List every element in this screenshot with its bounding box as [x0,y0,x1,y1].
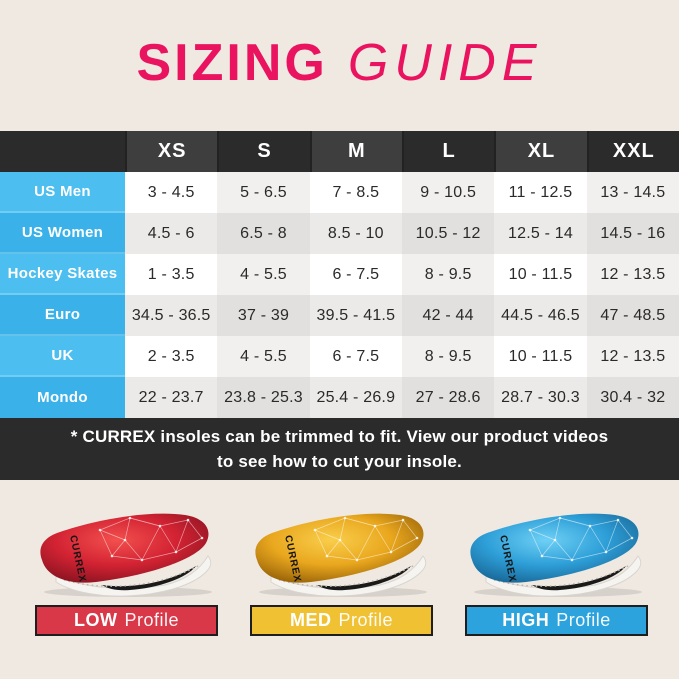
row-label: Hockey Skates [0,254,125,295]
size-cell: 8.5 - 10 [309,213,402,254]
size-cell: 10 - 11.5 [494,254,587,295]
size-cell: 8 - 9.5 [402,336,495,377]
insole-top [470,513,639,583]
insole-top [255,513,424,583]
size-column-header: XXL [586,131,679,172]
size-cell: 37 - 39 [217,295,310,336]
insole-sole-accent [102,566,196,591]
size-cell: 28.7 - 30.3 [494,377,587,418]
profile-level-label: LOW [73,610,118,630]
size-cell: 22 - 23.7 [125,377,218,418]
size-cell: 47 - 48.5 [586,295,679,336]
table-corner-cell [0,131,125,172]
insole-low-image: CURREX [30,500,220,600]
size-column-header: L [402,131,495,172]
size-column-header: XL [494,131,587,172]
row-label: UK [0,336,125,377]
size-cell: 23.8 - 25.3 [217,377,310,418]
insole-sole-accent [317,566,411,591]
insole-sole-accent [532,566,626,591]
insole-mesh-nodes [98,516,204,562]
insole-high-image: CURREX [460,500,650,600]
insole-high-graphic: CURREX [470,513,642,597]
size-cell: 4.5 - 6 [125,213,218,254]
size-column-header: XS [125,131,218,172]
profile-level-label: HIGH [502,610,550,630]
footnote-line-2: to see how to cut your insole. [217,452,462,471]
row-label: US Women [0,213,125,254]
page-title: SIZING GUIDE [0,32,679,94]
size-cell: 1 - 3.5 [125,254,218,295]
size-cell: 12 - 13.5 [586,336,679,377]
med-profile-badge: MED Profile [250,605,433,636]
size-cell: 42 - 44 [402,295,495,336]
size-cell: 34.5 - 36.5 [125,295,218,336]
insole-mesh-nodes [528,516,634,562]
insole-mesh-nodes [313,516,419,562]
sizing-table: XS S M L XL XXL US Men 3 - 4.5 5 - 6.5 7… [0,131,679,418]
size-cell: 4 - 5.5 [217,336,310,377]
size-cell: 12 - 13.5 [586,254,679,295]
size-cell: 11 - 12.5 [494,172,587,213]
size-cell: 27 - 28.6 [402,377,495,418]
size-cell: 14.5 - 16 [586,213,679,254]
profile-level-label: MED [289,610,332,630]
profile-suffix-label: Profile [124,610,180,630]
footnote-line-1: * CURREX insoles can be trimmed to fit. … [70,427,609,446]
high-profile-badge: HIGH Profile [465,605,648,636]
size-cell: 5 - 6.5 [217,172,310,213]
size-cell: 3 - 4.5 [125,172,218,213]
profile-suffix-label: Profile [556,610,611,630]
size-cell: 7 - 8.5 [309,172,402,213]
size-cell: 2 - 3.5 [125,336,218,377]
size-cell: 44.5 - 46.5 [494,295,587,336]
insole-low-graphic: CURREX [40,513,212,597]
profile-suffix-label: Profile [338,610,394,630]
footnote-bar: * CURREX insoles can be trimmed to fit. … [0,418,679,480]
size-cell: 8 - 9.5 [402,254,495,295]
row-label: US Men [0,172,125,213]
title-word-guide: GUIDE [347,34,543,92]
title-word-sizing: SIZING [136,34,328,92]
size-cell: 6 - 7.5 [309,336,402,377]
insole-med-graphic: CURREX [255,513,427,597]
size-cell: 13 - 14.5 [586,172,679,213]
size-cell: 39.5 - 41.5 [309,295,402,336]
size-column-header: S [217,131,310,172]
insole-med-image: CURREX [245,500,435,600]
size-cell: 25.4 - 26.9 [309,377,402,418]
size-cell: 30.4 - 32 [586,377,679,418]
low-profile-badge: LOW Profile [35,605,218,636]
insole-top [40,513,209,583]
size-column-header: M [309,131,402,172]
size-cell: 4 - 5.5 [217,254,310,295]
size-cell: 10.5 - 12 [402,213,495,254]
size-cell: 6 - 7.5 [309,254,402,295]
size-cell: 12.5 - 14 [494,213,587,254]
row-label: Mondo [0,377,125,418]
size-cell: 10 - 11.5 [494,336,587,377]
size-cell: 9 - 10.5 [402,172,495,213]
size-cell: 6.5 - 8 [217,213,310,254]
row-label: Euro [0,295,125,336]
